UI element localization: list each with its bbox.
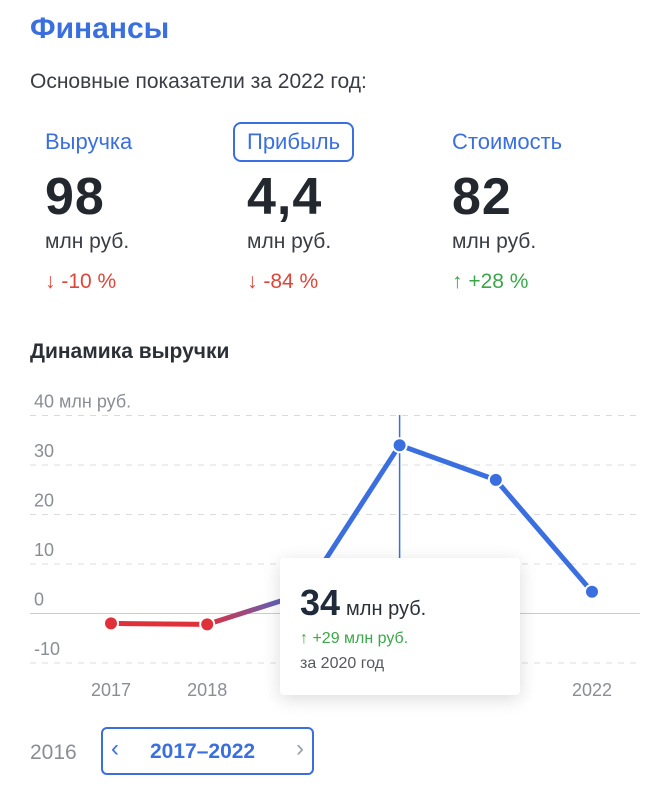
chart-title: Динамика выручки: [30, 340, 230, 363]
page-subtitle: Основные показатели за 2022 год:: [30, 70, 367, 93]
metric-profit-unit: млн руб.: [247, 230, 332, 253]
metric-profit-value: 4,4: [247, 168, 323, 226]
range-selector: ‹ 2017–2022 ›: [101, 727, 314, 775]
metric-revenue-tab[interactable]: Выручка: [45, 129, 133, 154]
y-tick-label: 20: [34, 491, 54, 511]
range-label: 2017–2022: [150, 740, 256, 763]
metric-revenue-value: 98: [45, 168, 105, 226]
x-tick-label: 2017: [91, 680, 131, 700]
metric-revenue: Выручка 98 млн руб. ↓ -10 %: [45, 122, 245, 294]
tooltip-value-row: 34 млн руб.: [300, 582, 426, 624]
range-start-year[interactable]: 2016: [30, 741, 77, 764]
x-tick-label: 2022: [572, 680, 612, 700]
data-point[interactable]: [391, 437, 408, 454]
metric-value-change-value: +28 %: [468, 270, 529, 293]
page-title: Финансы: [30, 12, 170, 45]
x-tick-label: 2018: [187, 680, 227, 700]
metric-profit-tab[interactable]: Прибыль: [233, 122, 355, 162]
metric-revenue-unit: млн руб.: [45, 230, 130, 253]
data-point[interactable]: [103, 615, 119, 632]
metric-profit-change: ↓ -84 %: [247, 270, 447, 294]
y-tick-label: 0: [34, 590, 44, 610]
y-tick-label: -10: [34, 639, 60, 659]
tooltip-unit: млн руб.: [346, 598, 427, 620]
data-point[interactable]: [199, 616, 216, 633]
data-point[interactable]: [487, 471, 504, 488]
arrow-up-icon: ↑: [452, 270, 463, 293]
y-tick-label: 40 млн руб.: [34, 392, 131, 412]
arrow-down-icon: ↓: [45, 270, 56, 293]
metric-value-tab[interactable]: Стоимость: [452, 129, 563, 154]
metric-value-unit: млн руб.: [452, 230, 537, 253]
metric-revenue-change: ↓ -10 %: [45, 270, 245, 294]
metric-profit: Прибыль 4,4 млн руб. ↓ -84 %: [233, 122, 447, 294]
tooltip-change: ↑ +29 млн руб.: [300, 630, 409, 647]
chevron-right-icon[interactable]: ›: [296, 735, 304, 762]
arrow-down-icon: ↓: [247, 270, 258, 293]
y-tick-label: 30: [34, 441, 54, 461]
tooltip-value: 34: [300, 582, 341, 623]
series-line-segment: [108, 620, 210, 627]
tooltip-period: за 2020 год: [300, 655, 385, 672]
chart-tooltip: 34 млн руб. ↑ +29 млн руб. за 2020 год: [280, 558, 520, 695]
chevron-left-icon[interactable]: ‹: [111, 735, 119, 762]
series-line-segment: [397, 442, 499, 483]
metric-value-value: 82: [452, 168, 512, 226]
data-point[interactable]: [584, 583, 600, 600]
series-line-segment: [493, 477, 595, 595]
metric-value-change: ↑ +28 %: [452, 270, 652, 294]
metric-profit-change-value: -84 %: [263, 270, 319, 293]
metric-revenue-change-value: -10 %: [61, 270, 117, 293]
metric-value: Стоимость 82 млн руб. ↑ +28 %: [452, 122, 652, 294]
y-tick-label: 10: [34, 540, 54, 560]
